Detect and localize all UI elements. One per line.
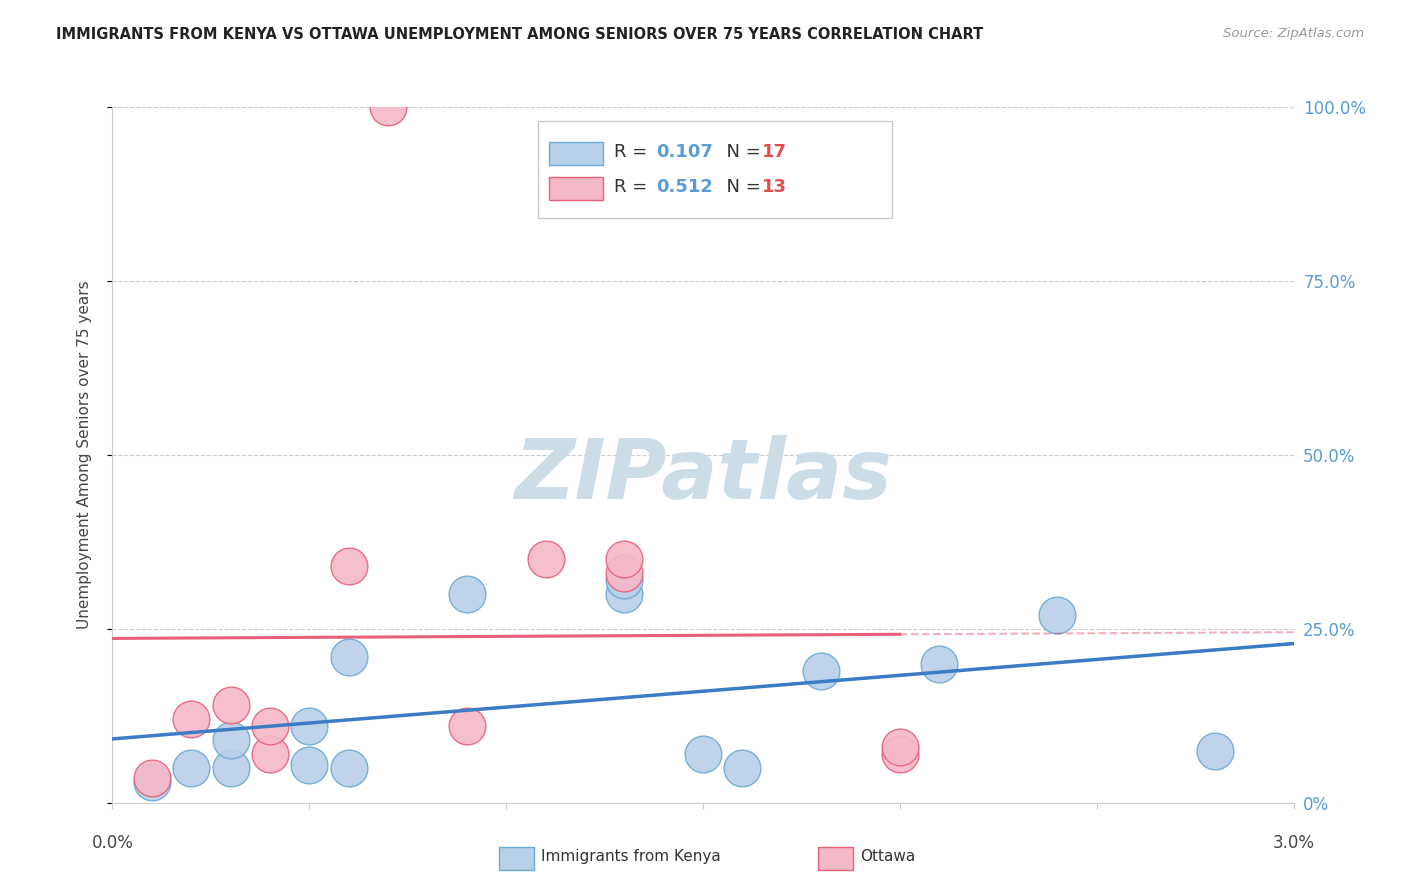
Point	[259, 719, 281, 733]
Point	[534, 552, 557, 566]
Point	[219, 698, 242, 713]
Point	[180, 761, 202, 775]
Point	[298, 719, 321, 733]
FancyBboxPatch shape	[550, 177, 603, 200]
Y-axis label: Unemployment Among Seniors over 75 years: Unemployment Among Seniors over 75 years	[77, 281, 91, 629]
Point	[141, 772, 163, 786]
Point	[1046, 607, 1069, 622]
Point	[928, 657, 950, 671]
Point	[613, 573, 636, 587]
Point	[810, 664, 832, 678]
Text: N =: N =	[714, 144, 766, 161]
Point	[456, 587, 478, 601]
Point	[219, 761, 242, 775]
FancyBboxPatch shape	[550, 142, 603, 165]
Point	[613, 566, 636, 581]
Point	[613, 552, 636, 566]
Text: Source: ZipAtlas.com: Source: ZipAtlas.com	[1223, 27, 1364, 40]
Point	[692, 747, 714, 761]
Text: 3.0%: 3.0%	[1272, 834, 1315, 852]
Text: ZIPatlas: ZIPatlas	[515, 435, 891, 516]
Point	[298, 757, 321, 772]
Point	[219, 733, 242, 747]
Text: 0.107: 0.107	[655, 144, 713, 161]
Text: N =: N =	[714, 178, 766, 196]
Point	[337, 761, 360, 775]
Text: Ottawa: Ottawa	[860, 849, 915, 863]
Point	[1204, 744, 1226, 758]
Text: R =: R =	[614, 178, 654, 196]
Point	[889, 740, 911, 755]
Point	[889, 747, 911, 761]
Text: 17: 17	[762, 144, 787, 161]
Point	[180, 712, 202, 726]
Text: Immigrants from Kenya: Immigrants from Kenya	[541, 849, 721, 863]
Point	[613, 587, 636, 601]
Point	[456, 719, 478, 733]
Point	[141, 775, 163, 789]
Text: 0.0%: 0.0%	[91, 834, 134, 852]
Text: 13: 13	[762, 178, 787, 196]
Point	[731, 761, 754, 775]
Point	[377, 100, 399, 114]
Point	[337, 649, 360, 664]
Text: R =: R =	[614, 144, 654, 161]
FancyBboxPatch shape	[537, 121, 891, 219]
Point	[259, 747, 281, 761]
Point	[337, 559, 360, 574]
Text: 0.512: 0.512	[655, 178, 713, 196]
Text: IMMIGRANTS FROM KENYA VS OTTAWA UNEMPLOYMENT AMONG SENIORS OVER 75 YEARS CORRELA: IMMIGRANTS FROM KENYA VS OTTAWA UNEMPLOY…	[56, 27, 983, 42]
